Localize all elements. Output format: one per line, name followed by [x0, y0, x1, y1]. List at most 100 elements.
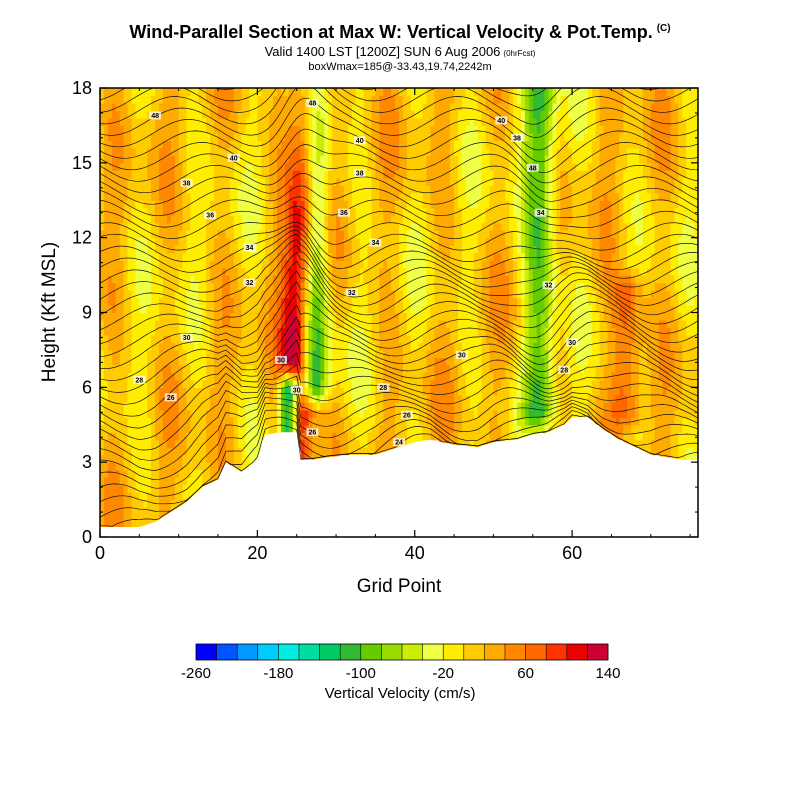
velocity-cell: [481, 357, 487, 366]
velocity-cell: [269, 162, 274, 171]
velocity-cell: [198, 357, 203, 366]
velocity-cell: [446, 95, 451, 104]
velocity-cell: [343, 260, 349, 269]
velocity-cell: [202, 132, 207, 141]
velocity-cell: [210, 185, 215, 194]
velocity-cell: [241, 222, 247, 231]
velocity-cell: [229, 110, 235, 119]
velocity-cell: [249, 95, 254, 104]
velocity-cell: [340, 335, 345, 344]
velocity-cell: [367, 155, 372, 164]
velocity-cell: [363, 394, 369, 403]
velocity-cell: [375, 170, 380, 179]
velocity-cell: [100, 514, 105, 523]
velocity-cell: [383, 297, 388, 306]
velocity-cell: [155, 117, 160, 126]
velocity-cell: [103, 409, 109, 418]
velocity-cell: [422, 162, 428, 171]
velocity-cell: [241, 342, 247, 351]
velocity-cell: [296, 305, 302, 314]
velocity-cell: [296, 88, 302, 97]
velocity-cell: [458, 372, 463, 381]
velocity-cell: [194, 237, 199, 246]
velocity-cell: [355, 402, 361, 411]
velocity-cell: [218, 282, 223, 291]
velocity-cell: [434, 207, 439, 216]
velocity-cell: [139, 492, 144, 501]
velocity-cell: [147, 409, 152, 418]
velocity-cell: [312, 320, 317, 329]
velocity-cell: [375, 125, 380, 134]
velocity-cell: [438, 267, 443, 276]
velocity-cell: [143, 207, 148, 216]
velocity-cell: [477, 185, 483, 194]
velocity-cell: [430, 402, 435, 411]
velocity-cell: [186, 447, 192, 456]
velocity-cell: [332, 447, 337, 456]
velocity-cell: [308, 372, 313, 381]
velocity-cell: [159, 95, 164, 104]
velocity-cell: [135, 252, 140, 261]
velocity-cell: [218, 140, 223, 149]
velocity-cell: [135, 312, 140, 321]
velocity-cell: [312, 342, 317, 351]
velocity-cell: [430, 305, 435, 314]
velocity-cell: [355, 432, 361, 441]
velocity-cell: [170, 484, 176, 493]
velocity-cell: [135, 103, 140, 112]
velocity-cell: [304, 117, 310, 126]
velocity-cell: [273, 364, 278, 373]
velocity-cell: [218, 335, 223, 344]
velocity-cell: [304, 349, 310, 358]
velocity-cell: [233, 424, 239, 433]
velocity-cell: [288, 327, 294, 336]
velocity-cell: [450, 162, 455, 171]
velocity-cell: [438, 230, 443, 239]
velocity-cell: [422, 117, 428, 126]
velocity-cell: [111, 110, 117, 119]
velocity-cell: [418, 394, 424, 403]
velocity-cell: [340, 372, 345, 381]
velocity-cell: [284, 342, 290, 351]
velocity-cell: [438, 260, 443, 269]
velocity-cell: [383, 103, 388, 112]
velocity-cell: [371, 312, 376, 321]
velocity-cell: [253, 282, 258, 291]
velocity-cell: [308, 132, 313, 141]
velocity-cell: [229, 454, 235, 463]
velocity-cell: [355, 117, 361, 126]
velocity-cell: [469, 349, 475, 358]
velocity-cell: [225, 424, 231, 433]
velocity-cell: [391, 222, 396, 231]
velocity-cell: [288, 88, 294, 97]
velocity-cell: [206, 305, 211, 314]
velocity-cell: [107, 110, 113, 119]
velocity-cell: [269, 342, 274, 351]
velocity-cell: [131, 402, 136, 411]
velocity-cell: [100, 207, 105, 216]
velocity-cell: [387, 155, 392, 164]
velocity-cell: [395, 305, 400, 314]
velocity-cell: [355, 162, 361, 171]
velocity-cell: [143, 357, 148, 366]
velocity-cell: [438, 387, 443, 396]
velocity-cell: [422, 417, 428, 426]
velocity-cell: [351, 125, 357, 134]
velocity-cell: [477, 290, 483, 299]
velocity-cell: [375, 222, 380, 231]
velocity-cell: [225, 103, 231, 112]
velocity-cell: [422, 275, 428, 284]
velocity-cell: [233, 147, 239, 156]
velocity-cell: [261, 417, 266, 426]
velocity-cell: [225, 379, 231, 388]
velocity-cell: [131, 417, 136, 426]
velocity-cell: [320, 267, 325, 276]
velocity-cell: [143, 454, 148, 463]
velocity-cell: [343, 409, 349, 418]
velocity-cell: [332, 147, 337, 156]
velocity-cell: [347, 305, 353, 314]
velocity-cell: [324, 320, 329, 329]
velocity-cell: [222, 230, 227, 239]
velocity-cell: [446, 305, 451, 314]
velocity-cell: [438, 282, 443, 291]
